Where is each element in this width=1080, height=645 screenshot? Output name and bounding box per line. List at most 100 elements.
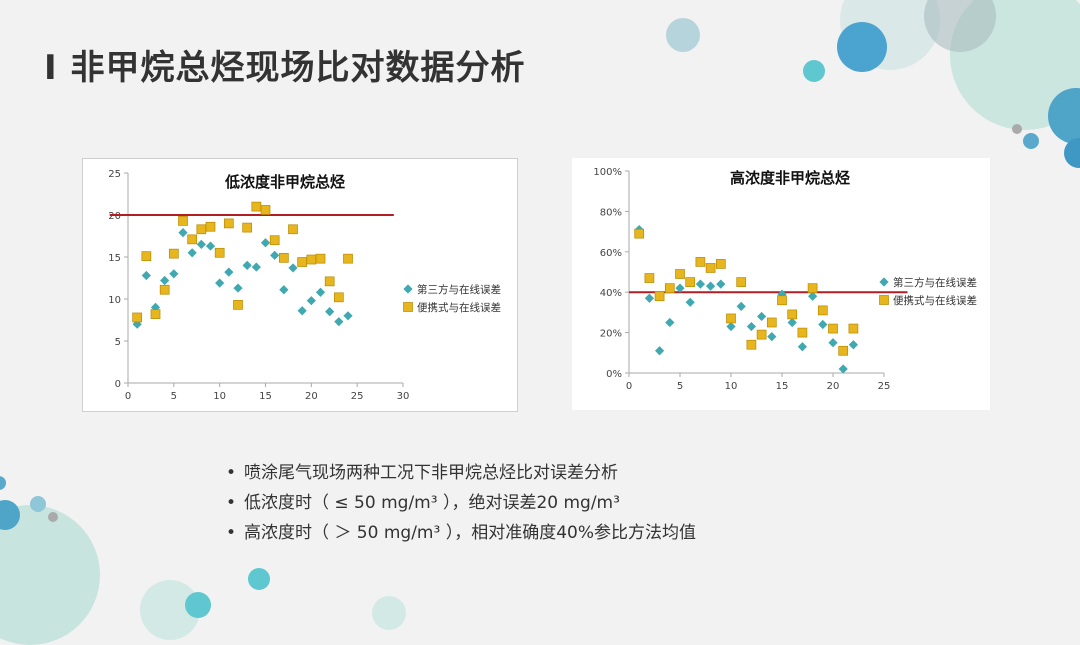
data-point-diamond — [685, 297, 695, 307]
legend-marker — [403, 284, 413, 294]
data-point-square — [644, 273, 655, 283]
x-tick-label: 0 — [125, 391, 131, 402]
chart-title: 高浓度非甲烷总烃 — [730, 169, 850, 187]
data-point-square — [726, 313, 736, 324]
data-point-diamond — [178, 228, 188, 238]
data-point-square — [777, 295, 787, 306]
decor-bubble — [0, 476, 6, 490]
data-point-square — [634, 228, 645, 239]
x-tick-label: 15 — [259, 391, 272, 402]
bullet-dot: • — [226, 493, 237, 513]
x-tick-label: 10 — [213, 391, 226, 402]
data-point-square — [315, 253, 326, 264]
y-tick-label: 40% — [600, 288, 622, 299]
data-point-square — [178, 216, 188, 226]
y-tick-label: 0 — [115, 379, 121, 390]
data-point-square — [288, 224, 298, 235]
data-point-diamond — [224, 267, 234, 277]
legend-marker — [879, 277, 889, 287]
data-point-diamond — [251, 262, 261, 272]
legend-label: 便携式与在线误差 — [417, 301, 501, 314]
chart-title: 低浓度非甲烷总烃 — [224, 173, 345, 191]
bullet-item: • 低浓度时（ ≤ 50 mg/m³ ），绝对误差20 mg/m³ — [226, 488, 696, 518]
bullet-text: 低浓度时（ ≤ 50 mg/m³ ），绝对误差20 mg/m³ — [244, 493, 620, 513]
data-point-diamond — [141, 270, 151, 281]
data-point-square — [797, 327, 808, 338]
data-point-square — [251, 201, 262, 212]
page-title: I 非甲烷总烃现场比对数据分析 — [44, 48, 526, 88]
decor-bubble — [372, 596, 406, 630]
decor-bubble — [666, 18, 700, 52]
bullet-dot: • — [226, 463, 237, 483]
data-point-square — [214, 247, 225, 258]
data-point-square — [196, 224, 207, 235]
data-point-square — [260, 205, 271, 215]
data-point-diamond — [655, 346, 665, 356]
decor-bubble — [1012, 124, 1022, 134]
y-tick-label: 20 — [108, 211, 121, 222]
data-point-diamond — [297, 306, 307, 316]
y-tick-label: 5 — [115, 337, 121, 348]
y-tick-label: 80% — [600, 207, 622, 218]
data-point-diamond — [736, 301, 746, 311]
legend-marker — [879, 295, 889, 305]
y-tick-label: 10 — [108, 295, 121, 306]
data-point-diamond — [828, 338, 838, 348]
x-tick-label: 25 — [878, 381, 891, 392]
data-point-square — [132, 312, 143, 323]
x-tick-label: 5 — [171, 391, 177, 402]
y-tick-label: 15 — [108, 253, 121, 264]
data-point-square — [333, 292, 344, 303]
data-point-diamond — [757, 311, 767, 322]
decor-bubble — [48, 512, 58, 522]
data-point-diamond — [665, 317, 675, 328]
bullet-dot: • — [226, 523, 237, 543]
data-point-diamond — [716, 279, 726, 289]
y-tick-label: 25 — [108, 169, 121, 180]
data-point-diamond — [242, 260, 252, 270]
data-point-diamond — [818, 319, 828, 330]
bullet-item: • 喷涂尾气现场两种工况下非甲烷总烃比对误差分析 — [226, 458, 696, 488]
decor-bubble — [803, 60, 825, 82]
legend-label: 第三方与在线误差 — [893, 276, 977, 289]
data-point-square — [664, 283, 675, 294]
x-tick-label: 30 — [397, 391, 410, 402]
legend-label: 第三方与在线误差 — [417, 283, 501, 296]
decor-bubble — [248, 568, 270, 590]
data-point-diamond — [215, 278, 225, 288]
data-point-diamond — [132, 319, 142, 329]
decor-bubble — [0, 500, 20, 530]
data-point-diamond — [726, 321, 736, 332]
data-point-diamond — [196, 239, 206, 249]
legend-marker — [403, 302, 413, 312]
data-point-diamond — [315, 287, 326, 297]
data-point-square — [233, 300, 243, 310]
y-tick-label: 100% — [593, 167, 622, 178]
data-point-square — [297, 257, 308, 267]
x-tick-label: 20 — [827, 381, 840, 392]
data-point-square — [306, 254, 317, 265]
bullet-list: • 喷涂尾气现场两种工况下非甲烷总烃比对误差分析 • 低浓度时（ ≤ 50 mg/m… — [226, 458, 696, 548]
data-point-diamond — [233, 283, 243, 293]
decor-bubble — [30, 496, 46, 512]
data-point-diamond — [279, 285, 289, 295]
data-point-square — [807, 283, 818, 294]
data-point-square — [324, 276, 335, 287]
data-point-diamond — [205, 241, 216, 251]
data-point-diamond — [270, 250, 280, 260]
chart-high-concentration: 0% 20% 40% 60% 80% 100% 0 5 10 15 20 25 高浓度非甲烷总烃 第三方与… — [572, 158, 990, 410]
data-point-diamond — [260, 238, 271, 248]
data-point-square — [269, 235, 280, 246]
data-point-diamond — [706, 281, 716, 291]
data-point-diamond — [838, 364, 848, 374]
bullet-text: 高浓度时（ ＞ 50 mg/m³ ），相对准确度40%参比方法均值 — [244, 523, 696, 543]
data-point-diamond — [695, 279, 705, 289]
data-point-square — [766, 317, 777, 328]
data-point-square — [715, 259, 726, 269]
data-point-square — [141, 251, 152, 262]
chart-high-concentration-svg: 0% 20% 40% 60% 80% 100% 0 5 10 15 20 25 高浓度非甲烷总烃第三方与… — [593, 167, 977, 392]
data-point-diamond — [160, 275, 170, 286]
data-point-square — [150, 309, 161, 319]
decor-bubble — [185, 592, 211, 618]
data-point-diamond — [746, 321, 756, 332]
